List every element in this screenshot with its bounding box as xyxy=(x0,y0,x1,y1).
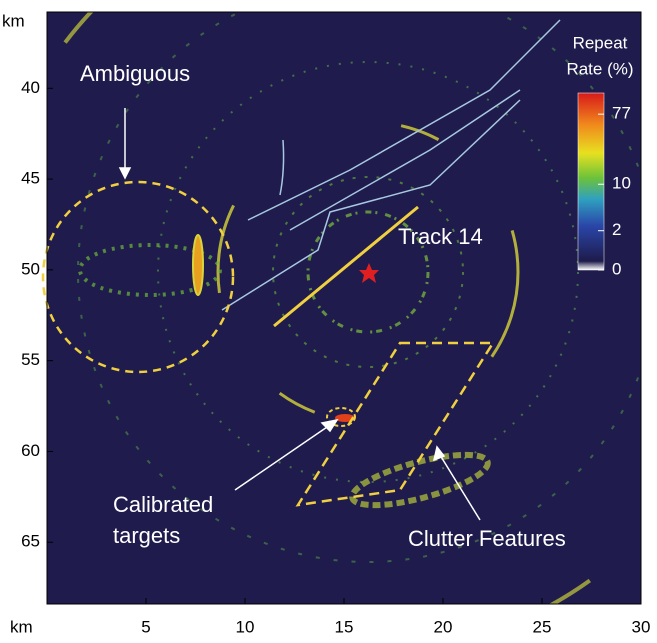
x-axis-label: km xyxy=(10,617,33,636)
y-tick-label: 60 xyxy=(21,441,40,460)
y-tick-label: 55 xyxy=(21,350,40,369)
x-tick-label: 10 xyxy=(236,617,255,636)
colorbar-tick-label: 0 xyxy=(612,259,621,278)
x-tick-label: 25 xyxy=(533,617,552,636)
y-axis-label: km xyxy=(2,11,25,30)
x-tick-label: 15 xyxy=(335,617,354,636)
chart: Ambiguous Track 14 Calibrated targets Cl… xyxy=(0,0,657,638)
annotation: Clutter Features xyxy=(408,526,566,551)
x-tick-label: 20 xyxy=(434,617,453,636)
colorbar-tick-label: 77 xyxy=(612,104,631,123)
y-tick-label: 40 xyxy=(21,78,40,97)
colorbar-title: Rate (%) xyxy=(566,59,633,78)
annotation: Ambiguous xyxy=(80,61,190,86)
colorbar xyxy=(578,93,604,270)
colorbar-tick-label: 2 xyxy=(612,220,621,239)
colorbar-title: Repeat xyxy=(573,33,628,52)
annotation: targets xyxy=(113,523,180,548)
annotation: Track 14 xyxy=(398,224,483,249)
x-tick-label: 5 xyxy=(141,617,150,636)
x-tick-label: 30 xyxy=(632,617,651,636)
annotation: Calibrated xyxy=(113,492,213,517)
colorbar-tick-label: 10 xyxy=(612,174,631,193)
y-tick-label: 65 xyxy=(21,532,40,551)
y-tick-label: 45 xyxy=(21,169,40,188)
y-tick-label: 50 xyxy=(21,259,40,278)
